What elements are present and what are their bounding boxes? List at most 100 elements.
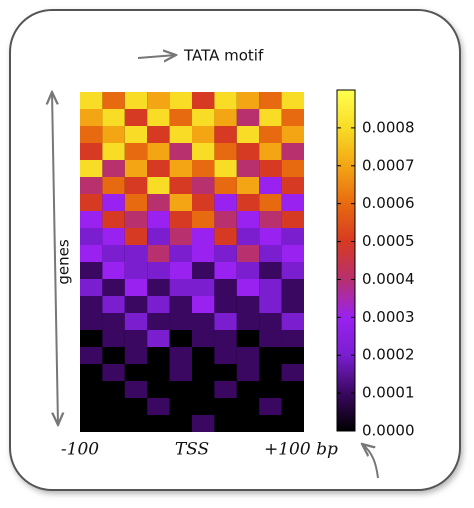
heatmap-cell bbox=[80, 143, 103, 160]
heatmap-cell bbox=[214, 415, 237, 432]
heatmap-cell bbox=[259, 160, 282, 177]
heatmap-cell bbox=[80, 398, 103, 415]
heatmap-cell bbox=[259, 143, 282, 160]
heatmap-cell bbox=[80, 194, 103, 211]
heatmap-cell bbox=[102, 126, 125, 143]
heatmap-cell bbox=[102, 398, 125, 415]
heatmap-cell bbox=[192, 364, 215, 381]
heatmap-cell bbox=[236, 347, 260, 364]
heatmap-cell bbox=[214, 211, 237, 228]
x-tick-label: +100 bp bbox=[264, 440, 338, 460]
colorbar-tick-label: 0.0004 bbox=[362, 270, 415, 288]
heatmap-cell bbox=[281, 194, 304, 211]
heatmap-cell bbox=[259, 211, 282, 228]
heatmap-cell bbox=[259, 330, 282, 347]
heatmap-cell bbox=[124, 211, 148, 228]
heatmap-cell bbox=[124, 92, 148, 109]
heatmap-cell bbox=[147, 228, 170, 245]
heatmap-cell bbox=[192, 398, 215, 415]
heatmap-cell bbox=[214, 160, 237, 177]
heatmap-cell bbox=[169, 109, 192, 126]
heatmap-cell bbox=[124, 160, 148, 177]
heatmap-cell bbox=[236, 126, 260, 143]
colorbar-tick-label: 0.0008 bbox=[362, 118, 415, 136]
heatmap-cell bbox=[169, 347, 192, 364]
heatmap-cell bbox=[169, 126, 192, 143]
heatmap-cell bbox=[102, 262, 125, 279]
heatmap-cell bbox=[192, 330, 215, 347]
heatmap-cell bbox=[236, 279, 260, 296]
heatmap-cell bbox=[259, 245, 282, 262]
heatmap-cell bbox=[102, 381, 125, 398]
heatmap-cell bbox=[214, 177, 237, 194]
heatmap-cell bbox=[80, 415, 103, 432]
heatmap-cell bbox=[80, 381, 103, 398]
heatmap-cell bbox=[102, 415, 125, 432]
heatmap-cell bbox=[259, 415, 282, 432]
heatmap-cell bbox=[147, 211, 170, 228]
heatmap-cell bbox=[281, 143, 304, 160]
heatmap-cell bbox=[169, 211, 192, 228]
heatmap-cell bbox=[80, 279, 103, 296]
heatmap-cell bbox=[80, 347, 103, 364]
colorbar bbox=[336, 89, 356, 432]
heatmap-cell bbox=[124, 194, 148, 211]
heatmap-cell bbox=[124, 126, 148, 143]
heatmap-cell bbox=[102, 347, 125, 364]
heatmap-cell bbox=[192, 126, 215, 143]
heatmap-cell bbox=[169, 381, 192, 398]
heatmap-cell bbox=[214, 262, 237, 279]
heatmap-cell bbox=[102, 228, 125, 245]
heatmap-cell bbox=[169, 279, 192, 296]
y-axis-label: genes bbox=[55, 239, 73, 284]
heatmap-cell bbox=[192, 194, 215, 211]
heatmap-cell bbox=[124, 347, 148, 364]
colorbar-tick-label: 0.0006 bbox=[362, 194, 415, 212]
heatmap-cell bbox=[281, 330, 304, 347]
heatmap-cell bbox=[102, 313, 125, 330]
heatmap-cell bbox=[169, 262, 192, 279]
heatmap-cell bbox=[80, 364, 103, 381]
heatmap-cell bbox=[214, 330, 237, 347]
heatmap-cell bbox=[124, 398, 148, 415]
heatmap-cell bbox=[192, 211, 215, 228]
heatmap-cell bbox=[147, 398, 170, 415]
heatmap-cell bbox=[169, 160, 192, 177]
heatmap-cell bbox=[281, 398, 304, 415]
heatmap-cell bbox=[169, 313, 192, 330]
heatmap-cell bbox=[214, 347, 237, 364]
heatmap-cell bbox=[147, 279, 170, 296]
heatmap-cell bbox=[192, 109, 215, 126]
heatmap-cell bbox=[124, 262, 148, 279]
heatmap-cell bbox=[147, 177, 170, 194]
heatmap-cell bbox=[80, 296, 103, 313]
heatmap-cell bbox=[281, 262, 304, 279]
heatmap-cell bbox=[147, 313, 170, 330]
heatmap-cell bbox=[281, 160, 304, 177]
heatmap-cell bbox=[147, 296, 170, 313]
heatmap-cell bbox=[147, 92, 170, 109]
heatmap-cell bbox=[236, 364, 260, 381]
heatmap-cell bbox=[169, 296, 192, 313]
heatmap-cell bbox=[102, 194, 125, 211]
heatmap-cell bbox=[169, 415, 192, 432]
heatmap-cell bbox=[214, 126, 237, 143]
heatmap-cell bbox=[236, 92, 260, 109]
heatmap-cell bbox=[192, 313, 215, 330]
heatmap-cell bbox=[80, 211, 103, 228]
heatmap-cell bbox=[214, 194, 237, 211]
genes-arrow bbox=[52, 92, 58, 425]
heatmap-cell bbox=[124, 415, 148, 432]
colorbar-tick-label: 0.0007 bbox=[362, 156, 415, 174]
heatmap-cell bbox=[259, 177, 282, 194]
heatmap-cell bbox=[124, 109, 148, 126]
heatmap-cell bbox=[147, 415, 170, 432]
heatmap-cell bbox=[281, 296, 304, 313]
heatmap-cell bbox=[236, 296, 260, 313]
colorbar-tick-label: 0.0000 bbox=[362, 422, 415, 440]
heatmap-cell bbox=[192, 228, 215, 245]
heatmap-cell bbox=[281, 347, 304, 364]
heatmap-cell bbox=[102, 211, 125, 228]
heatmap-cell bbox=[214, 228, 237, 245]
heatmap-cell bbox=[124, 177, 148, 194]
